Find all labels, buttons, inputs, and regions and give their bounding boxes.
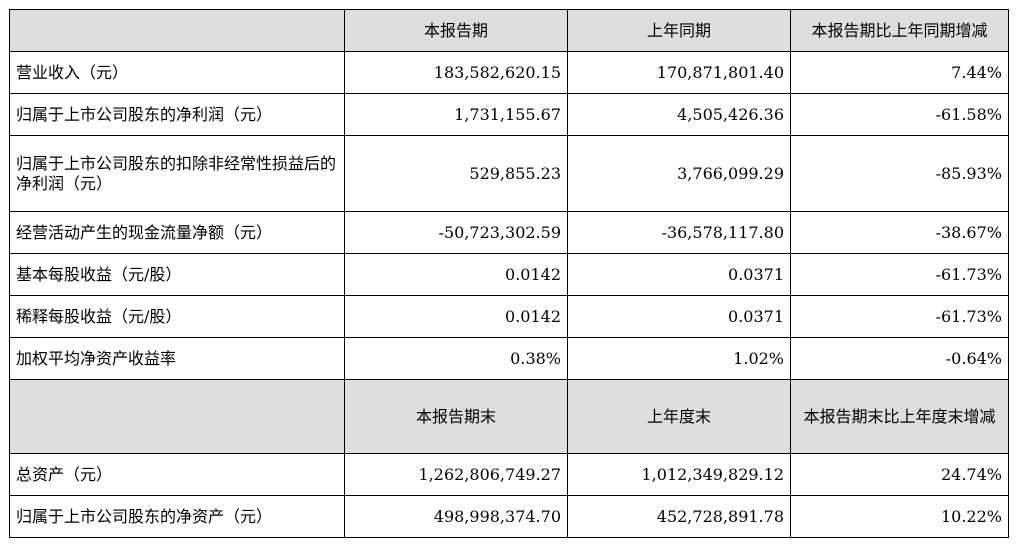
row-change-value: -0.64% [790,337,1009,380]
row-current-value: 0.38% [344,337,568,380]
table-row: 经营活动产生的现金流量净额（元） -50,723,302.59 -36,578,… [9,211,1009,254]
header-blank-cell [9,9,345,52]
table-row: 归属于上市公司股东的扣除非经常性损益后的净利润（元） 529,855.23 3,… [9,135,1009,212]
row-previous-value: 4,505,426.36 [567,93,791,136]
row-change-value: -61.73% [790,253,1009,296]
financial-summary-table: 本报告期 上年同期 本报告期比上年同期增减 营业收入（元） 183,582,62… [9,9,1009,538]
row-label: 归属于上市公司股东的扣除非经常性损益后的净利润（元） [9,135,345,212]
row-previous-value: 0.0371 [567,295,791,338]
row-label: 营业收入（元） [9,51,345,94]
row-label: 归属于上市公司股东的净利润（元） [9,93,345,136]
row-current-value: 1,731,155.67 [344,93,568,136]
row-change-value: 7.44% [790,51,1009,94]
table-row: 加权平均净资产收益率 0.38% 1.02% -0.64% [9,337,1009,380]
header-current-period-end: 本报告期末 [344,379,568,454]
header-period-change: 本报告期比上年同期增减 [790,9,1009,52]
row-label: 稀释每股收益（元/股） [9,295,345,338]
row-change-value: -61.58% [790,93,1009,136]
row-change-value: 24.74% [790,453,1009,496]
row-label: 总资产（元） [9,453,345,496]
row-current-value: -50,723,302.59 [344,211,568,254]
row-previous-value: 452,728,891.78 [567,495,791,538]
header-row-period: 本报告期 上年同期 本报告期比上年同期增减 [9,9,1009,52]
row-change-value: -38.67% [790,211,1009,254]
table-row: 稀释每股收益（元/股） 0.0142 0.0371 -61.73% [9,295,1009,338]
header-previous-year-end: 上年度末 [567,379,791,454]
header-previous-period: 上年同期 [567,9,791,52]
row-previous-value: 3,766,099.29 [567,135,791,212]
row-change-value: -61.73% [790,295,1009,338]
header-blank-cell [9,379,345,454]
row-current-value: 1,262,806,749.27 [344,453,568,496]
row-current-value: 0.0142 [344,253,568,296]
header-period-end-change: 本报告期末比上年度末增减 [790,379,1009,454]
header-current-period: 本报告期 [344,9,568,52]
row-label: 基本每股收益（元/股） [9,253,345,296]
row-previous-value: 0.0371 [567,253,791,296]
header-row-period-end: 本报告期末 上年度末 本报告期末比上年度末增减 [9,379,1009,454]
row-label: 归属于上市公司股东的净资产（元） [9,495,345,538]
row-previous-value: 170,871,801.40 [567,51,791,94]
row-label: 经营活动产生的现金流量净额（元） [9,211,345,254]
row-current-value: 498,998,374.70 [344,495,568,538]
table-row: 归属于上市公司股东的净资产（元） 498,998,374.70 452,728,… [9,495,1009,538]
table-row: 基本每股收益（元/股） 0.0142 0.0371 -61.73% [9,253,1009,296]
row-previous-value: 1.02% [567,337,791,380]
row-label: 加权平均净资产收益率 [9,337,345,380]
table-row: 营业收入（元） 183,582,620.15 170,871,801.40 7.… [9,51,1009,94]
row-current-value: 0.0142 [344,295,568,338]
row-current-value: 529,855.23 [344,135,568,212]
row-change-value: 10.22% [790,495,1009,538]
row-current-value: 183,582,620.15 [344,51,568,94]
row-previous-value: 1,012,349,829.12 [567,453,791,496]
table-row: 归属于上市公司股东的净利润（元） 1,731,155.67 4,505,426.… [9,93,1009,136]
table-row: 总资产（元） 1,262,806,749.27 1,012,349,829.12… [9,453,1009,496]
row-previous-value: -36,578,117.80 [567,211,791,254]
row-change-value: -85.93% [790,135,1009,212]
